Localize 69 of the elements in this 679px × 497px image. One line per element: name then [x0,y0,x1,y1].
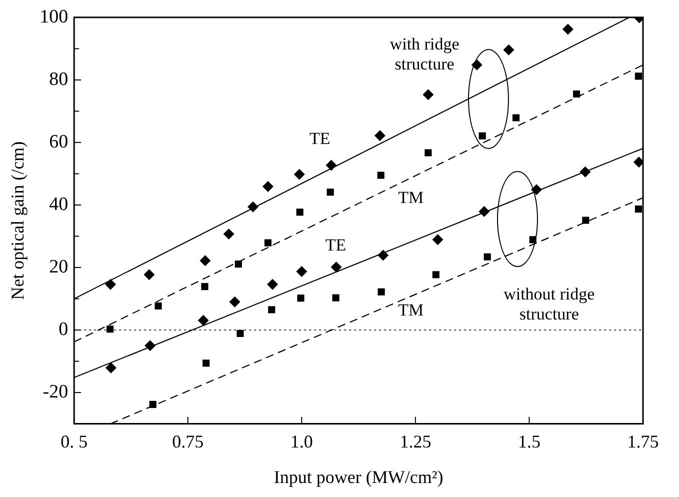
point [478,132,486,140]
point [478,206,490,218]
annotation: TM [398,300,424,320]
point [229,296,240,308]
point [154,302,162,310]
point [236,330,244,337]
y-tick-label: 60 [49,131,68,152]
x-axis-title: Input power (MW/cm²) [274,466,444,487]
point [484,253,491,260]
point [580,166,591,178]
annotation: TM [398,188,424,208]
point [201,283,208,290]
point [332,294,340,302]
point [634,72,642,80]
annotation: TE [325,235,346,254]
point [330,262,342,273]
y-tick-label: 100 [40,6,68,28]
point [202,360,210,367]
point [326,160,337,171]
point [582,216,590,224]
x-tick-label: 1.75 [627,431,659,452]
point [294,168,305,180]
point [432,271,440,278]
point [378,288,385,296]
point [105,278,116,290]
point [297,294,304,302]
point [424,149,432,156]
point [296,208,304,216]
y-axis-title: Net optical gain (/cm) [8,141,28,300]
point [223,228,234,240]
point [378,250,389,261]
y-tick-label: -20 [42,382,68,403]
point [268,306,276,314]
point [267,278,278,290]
point [562,24,574,35]
annotation: TE [309,128,330,148]
y-tick-label: 80 [49,68,68,90]
x-tick-label: 0.75 [172,431,204,452]
x-tick-label: 1.5 [518,431,540,452]
annotation: with ridge structure [390,34,460,74]
point [264,239,272,246]
point [512,114,520,122]
point [503,44,514,56]
point [149,400,156,408]
point [374,130,386,142]
point [200,255,211,266]
point [234,260,242,268]
point [247,201,258,212]
point [105,362,116,374]
point [573,90,580,98]
x-tick-label: 1.25 [400,431,432,452]
point [377,172,384,179]
point [262,181,274,192]
x-tick-label: 1.0 [290,431,313,452]
y-tick-label: 40 [49,194,68,215]
y-tick-label: 20 [49,256,68,278]
point [633,156,643,168]
point [106,326,114,333]
point [326,188,334,196]
y-tick-label: 0 [58,319,68,340]
point [634,206,642,213]
point [144,340,156,352]
point [198,314,209,326]
point [144,269,155,280]
point [422,89,434,100]
point [432,234,444,246]
point [296,266,308,278]
annotation: without ridge structure [504,284,595,324]
x-tick-label: 0. 5 [60,431,88,452]
